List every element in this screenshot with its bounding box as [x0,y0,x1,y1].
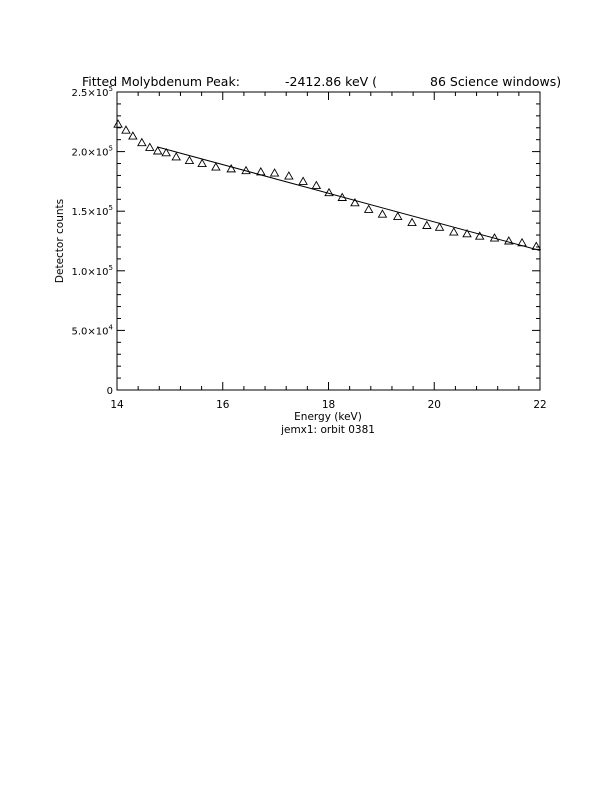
x-axis-tick-labels: 14 16 18 20 22 [110,399,546,411]
data-point [474,231,485,240]
chart-title: Fitted Molybdenum Peak: -2412.86 keV ( 8… [82,74,561,89]
fit-line [157,146,541,252]
y-tick-label: 0 [107,386,113,397]
data-point [392,211,403,221]
chart-title-count: 86 Science windows) [430,74,561,89]
data-point [449,227,459,236]
axis-ticks [116,91,541,391]
x-tick-label: 20 [428,399,441,411]
data-point [113,119,123,128]
data-point [184,155,195,164]
data-point [128,131,138,140]
y-tick-label: 2.0×105 [72,145,113,159]
data-point [226,163,236,173]
data-point [211,162,221,171]
data-point [161,147,171,157]
y-tick-label: 2.5×105 [72,85,113,99]
data-point [298,176,308,185]
data-point [269,168,280,177]
data-point [137,137,147,147]
data-point [350,197,360,207]
y-axis-tick-labels: 0 5.0×104 1.0×105 1.5×105 2.0×105 2.5×105 [72,85,114,397]
y-tick-label: 1.5×105 [72,204,113,218]
chart-title-value: -2412.86 keV ( [285,74,377,89]
data-point [121,125,131,134]
y-tick-label: 1.0×105 [72,264,113,278]
data-point [145,142,155,151]
data-point [434,222,445,231]
data-point [197,158,207,167]
x-tick-label: 16 [216,399,230,411]
data-point [422,220,432,229]
x-axis-label: Energy (keV) [294,411,362,423]
data-point [377,209,388,218]
y-tick-label: 5.0×104 [72,323,114,337]
data-marks [113,119,542,252]
chart-title-left: Fitted Molybdenum Peak: [82,74,240,89]
data-point [284,171,294,180]
data-point [407,217,417,226]
data-point [462,228,472,238]
data-point [152,146,163,155]
y-axis-label: Detector counts [54,199,66,283]
data-point [311,180,322,190]
data-point [363,204,374,213]
data-point [171,152,181,161]
plot-frame [116,91,541,391]
data-point [504,236,514,245]
data-point [324,187,334,197]
x-tick-label: 14 [110,399,124,411]
x-tick-label: 18 [322,399,335,411]
chart-subtitle: jemx1: orbit 0381 [280,424,375,436]
x-tick-label: 22 [533,399,546,411]
